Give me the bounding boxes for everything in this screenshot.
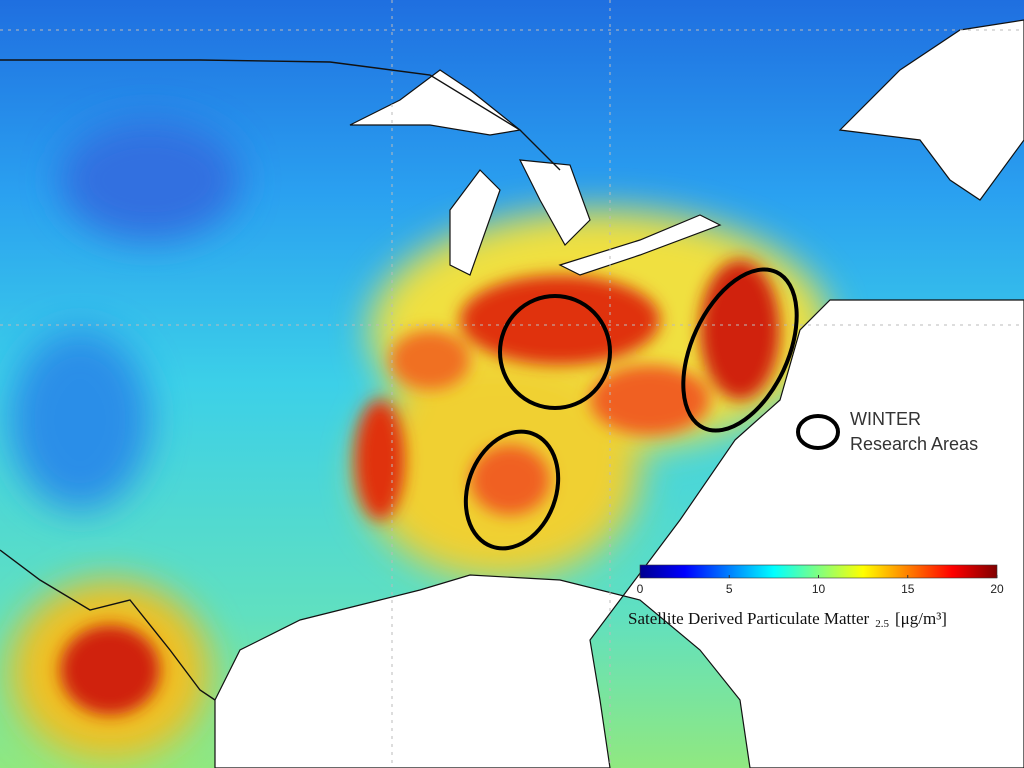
colorbar-tick-label: 20 [990, 582, 1004, 596]
colorbar-tick-label: 5 [726, 582, 733, 596]
colorbar-subscript: 2.5 [875, 618, 889, 630]
legend-symbol [796, 414, 840, 450]
colorbar: 0 5 10 15 20 [637, 564, 1004, 596]
colorbar-tick-label: 0 [637, 582, 644, 596]
colorbar-label: Satellite Derived Particulate Matter 2.5 [… [628, 609, 947, 630]
colorbar-tick-label: 15 [901, 582, 915, 596]
research-area [463, 429, 561, 551]
legend-title: WINTER [850, 409, 921, 429]
colorbar-label-text: Satellite Derived Particulate Matter [628, 609, 870, 628]
research-area [681, 267, 799, 433]
research-areas [463, 267, 840, 551]
colorbar-tick-label: 10 [812, 582, 826, 596]
colorbar-unit: [μg/m³] [895, 609, 947, 628]
research-area [498, 294, 612, 410]
legend-subtitle: Research Areas [850, 434, 978, 454]
borders [0, 59, 561, 701]
